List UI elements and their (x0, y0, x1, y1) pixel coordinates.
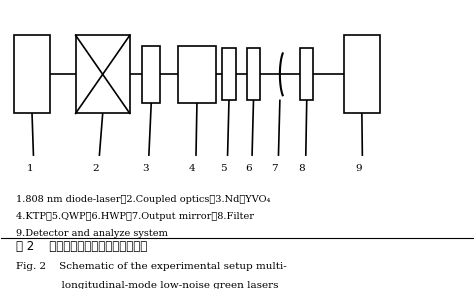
Text: 1: 1 (27, 164, 33, 173)
Bar (14, 35, 50, 113)
Text: 3: 3 (142, 164, 148, 173)
Text: 5: 5 (220, 164, 227, 173)
Text: longitudinal-mode low-noise green lasers: longitudinal-mode low-noise green lasers (16, 281, 278, 289)
Text: 1.808 nm diode-laser；2.Coupled optics；3.Nd：YVO₄: 1.808 nm diode-laser；2.Coupled optics；3.… (16, 195, 270, 205)
Text: 2: 2 (92, 164, 99, 173)
Text: 图 2    多纵模低噪音绻激光器实验装置: 图 2 多纵模低噪音绻激光器实验装置 (16, 240, 147, 253)
Bar (300, 48, 313, 100)
Bar (247, 48, 260, 100)
Bar (178, 46, 216, 103)
Text: Fig. 2    Schematic of the experimental setup multi-: Fig. 2 Schematic of the experimental set… (16, 262, 286, 271)
Text: 7: 7 (272, 164, 278, 173)
Text: 9: 9 (355, 164, 362, 173)
Bar (222, 48, 236, 100)
Text: 4.KTP；5.QWP；6.HWP；7.Output mirror；8.Filter: 4.KTP；5.QWP；6.HWP；7.Output mirror；8.Filt… (16, 212, 254, 221)
Bar (344, 35, 380, 113)
Text: 8: 8 (299, 164, 305, 173)
Bar (76, 35, 130, 113)
Bar (142, 46, 160, 103)
Text: 4: 4 (189, 164, 196, 173)
Text: 9.Detector and analyze system: 9.Detector and analyze system (16, 229, 167, 238)
Text: 6: 6 (245, 164, 252, 173)
